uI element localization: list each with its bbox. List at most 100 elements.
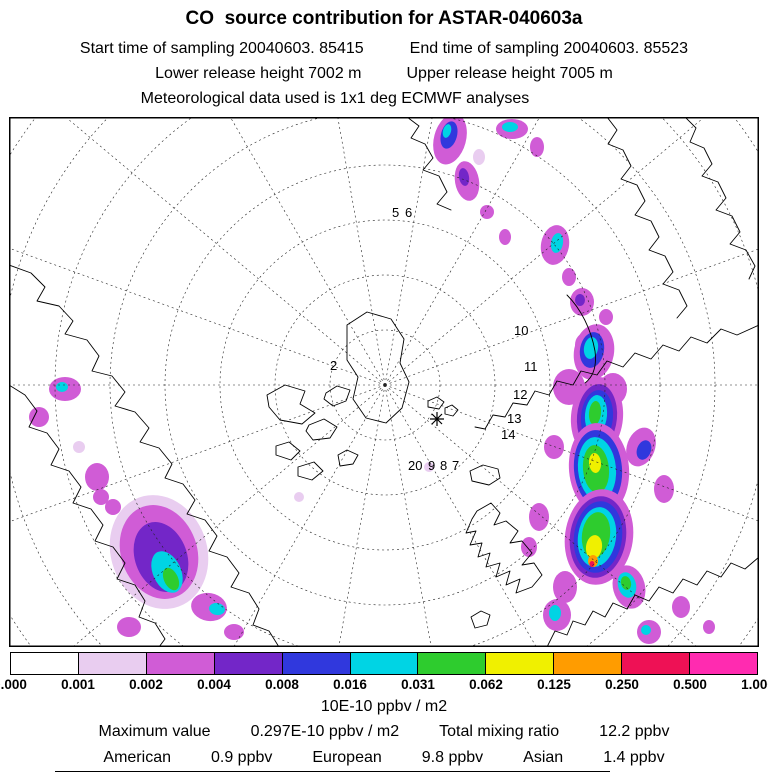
map-frame bbox=[9, 117, 759, 647]
colorbar-tick-label: 0.004 bbox=[197, 677, 231, 692]
maximum-value: 0.297E-10 ppbv / m2 bbox=[250, 723, 400, 740]
plume-blob bbox=[521, 537, 537, 557]
plume-blob bbox=[553, 571, 577, 603]
met-data-text: Meteorological data used is 1x1 deg ECMW… bbox=[140, 90, 530, 107]
trajectory-time-label: 5 bbox=[392, 205, 399, 220]
colorbar-segment bbox=[350, 653, 419, 674]
plume-blob bbox=[56, 382, 68, 392]
region-label-european: European bbox=[312, 749, 382, 766]
coastline-path bbox=[566, 294, 596, 384]
plume-blob bbox=[93, 489, 109, 505]
total-mixing-ratio-value: 12.2 ppbv bbox=[599, 723, 670, 740]
coastline-path bbox=[266, 384, 359, 481]
plume-blob bbox=[530, 137, 544, 157]
plume-blob bbox=[502, 122, 518, 132]
colorbar-segment bbox=[282, 653, 351, 674]
sampling-times-line: Start time of sampling 20040603. 85415 E… bbox=[0, 39, 768, 58]
plume-blob bbox=[575, 294, 585, 306]
plume-blob bbox=[636, 440, 652, 460]
region-value-asian: 1.4 ppbv bbox=[603, 749, 665, 766]
coastline-path bbox=[469, 464, 501, 486]
plume-blob bbox=[105, 499, 121, 515]
plume-blob bbox=[499, 229, 511, 245]
graticule-layer bbox=[10, 118, 758, 646]
coastline-path bbox=[546, 557, 758, 646]
plume-blob bbox=[672, 596, 690, 618]
plume-blob bbox=[549, 605, 561, 621]
trajectory-time-label: 10 bbox=[514, 323, 528, 338]
colorbar-segment bbox=[146, 653, 215, 674]
plume-blob bbox=[544, 435, 564, 459]
colorbar-unit-label: 10E-10 ppbv / m2 bbox=[320, 698, 448, 715]
meridian-line bbox=[384, 384, 432, 646]
maximum-label: Maximum value bbox=[98, 723, 211, 740]
colorbar-segment bbox=[486, 653, 555, 674]
coastline-path bbox=[470, 610, 491, 629]
plume-blob bbox=[550, 233, 564, 253]
plot-header: CO source contribution for ASTAR-040603a… bbox=[0, 8, 768, 108]
colorbar-segment bbox=[11, 653, 79, 674]
colorbar-tick-label: 0.062 bbox=[469, 677, 503, 692]
region-value-american: 0.9 ppbv bbox=[210, 749, 273, 766]
plume-blob bbox=[480, 205, 494, 219]
plot-page: CO source contribution for ASTAR-040603a… bbox=[0, 8, 768, 772]
upper-release-text: Upper release height 7005 m bbox=[406, 65, 613, 82]
colorbar-segment bbox=[690, 653, 757, 674]
trajectory-time-label: 8 bbox=[440, 458, 447, 473]
release-heights-line: Lower release height 7002 m Upper releas… bbox=[0, 64, 768, 83]
plume-blob bbox=[117, 617, 141, 637]
plume-blob bbox=[654, 475, 674, 503]
plume-blob bbox=[442, 124, 452, 138]
plume-blob bbox=[294, 492, 304, 502]
receptor-marker bbox=[430, 412, 444, 426]
colorbar-tick-label: 0.001 bbox=[61, 677, 95, 692]
plume-blob bbox=[589, 561, 595, 567]
plume-blob bbox=[473, 149, 485, 165]
end-time-text: End time of sampling 20040603. 85523 bbox=[409, 40, 689, 57]
colorbar-tick-label: 0.008 bbox=[265, 677, 299, 692]
region-label-asian: Asian bbox=[523, 749, 564, 766]
colorbar-tick-label: 0.031 bbox=[401, 677, 435, 692]
plume-blob bbox=[529, 503, 549, 531]
region-label-american: American bbox=[103, 749, 171, 766]
trajectory-time-label: 14 bbox=[501, 427, 515, 442]
plume-blob bbox=[562, 268, 576, 286]
coastline-path bbox=[607, 118, 756, 319]
lower-release-text: Lower release height 7002 m bbox=[155, 65, 362, 82]
colorbar-segment bbox=[418, 653, 487, 674]
plume-blob bbox=[583, 337, 599, 359]
receptor-star-icon bbox=[430, 412, 444, 426]
plume-blob bbox=[703, 620, 715, 634]
colorbar-tick-label: 0.016 bbox=[333, 677, 367, 692]
plume-blob bbox=[585, 535, 603, 559]
trajectory-time-label: 7 bbox=[452, 458, 459, 473]
colorbar-segment bbox=[214, 653, 283, 674]
trajectory-time-label: 12 bbox=[513, 387, 527, 402]
meridian-line bbox=[10, 248, 386, 386]
colorbar-tick-label: 0.002 bbox=[129, 677, 163, 692]
trajectory-time-label: 6 bbox=[405, 205, 412, 220]
colorbar-segment bbox=[78, 653, 147, 674]
colorbar-segment bbox=[622, 653, 691, 674]
plume-layer bbox=[29, 118, 715, 644]
plume-blob bbox=[85, 463, 109, 491]
trajectory-time-label: 13 bbox=[507, 411, 521, 426]
colorbar-tick-label: 0.250 bbox=[605, 677, 639, 692]
colorbar-tick-label: 0.500 bbox=[673, 677, 707, 692]
plume-blob bbox=[620, 576, 632, 590]
trajectory-time-label: 11 bbox=[524, 359, 538, 374]
met-data-line: Meteorological data used is 1x1 deg ECMW… bbox=[0, 89, 768, 108]
plume-blob bbox=[162, 567, 180, 591]
coastline-path bbox=[407, 118, 452, 211]
colorbar-tick-label: 1.000 bbox=[741, 677, 768, 692]
coastline-path bbox=[10, 385, 166, 646]
start-time-text: Start time of sampling 20040603. 85415 bbox=[79, 40, 364, 57]
trajectory-time-label: 20 bbox=[408, 458, 422, 473]
plume-blob bbox=[641, 625, 651, 635]
meridian-line bbox=[230, 118, 386, 386]
stats-line: Maximum value 0.297E-10 ppbv / m2 Total … bbox=[0, 722, 768, 741]
plume-blob bbox=[224, 624, 244, 640]
region-contributions-line: American 0.9 ppbv European 9.8 ppbv Asia… bbox=[0, 748, 768, 767]
